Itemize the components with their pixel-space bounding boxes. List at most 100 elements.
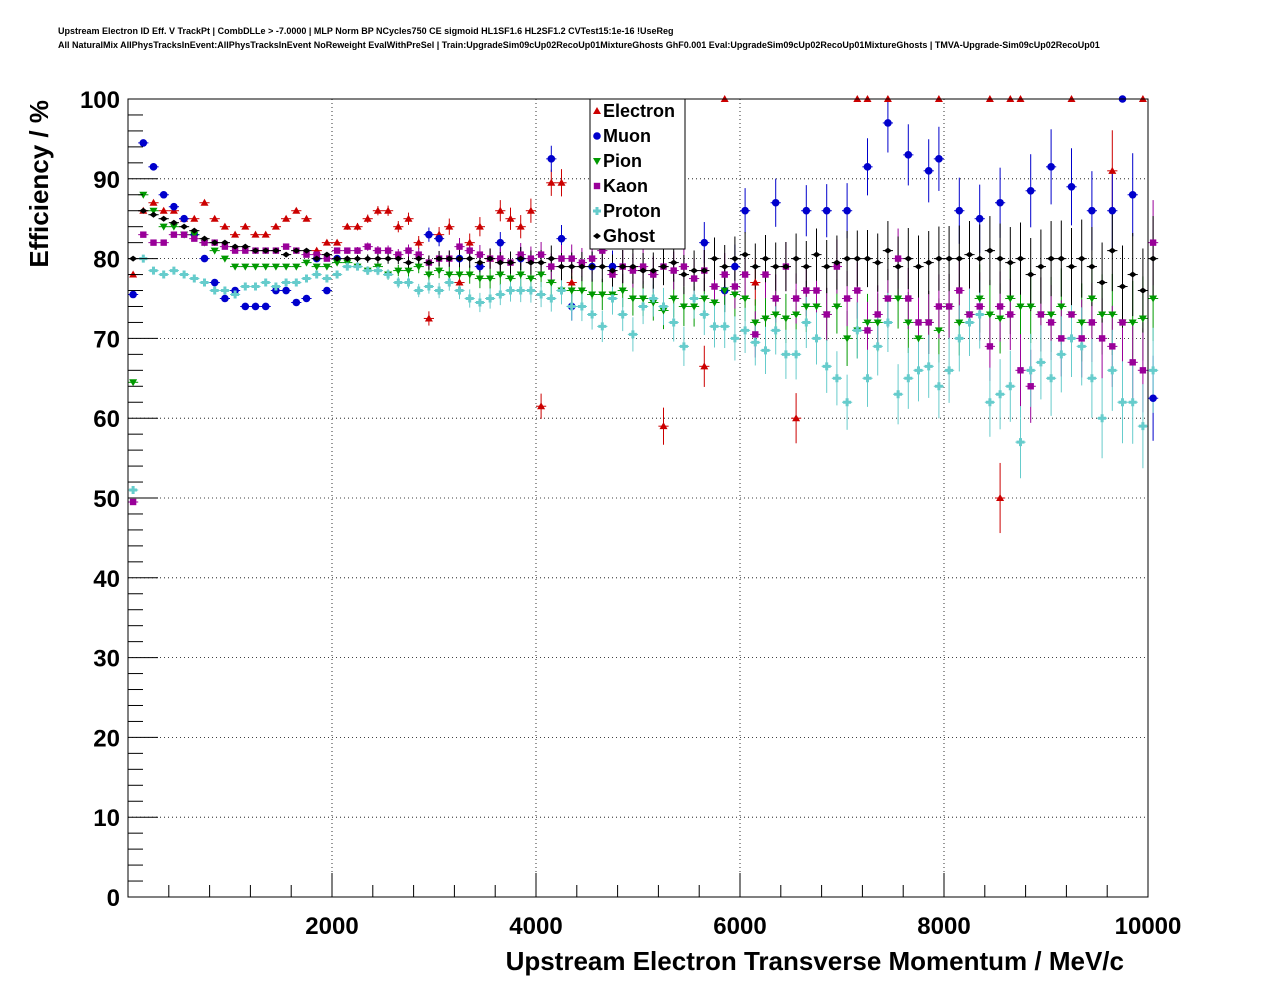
y-axis-title: Efficiency / % bbox=[24, 100, 54, 268]
electron-point bbox=[271, 222, 280, 230]
pion-point bbox=[1026, 303, 1035, 311]
ghost-point bbox=[547, 255, 556, 262]
kaon-point bbox=[945, 303, 953, 310]
electron-point bbox=[394, 222, 403, 230]
muon-point bbox=[547, 155, 556, 163]
proton-point bbox=[965, 318, 974, 327]
muon-point bbox=[159, 190, 168, 199]
ghost-point bbox=[934, 255, 943, 262]
ghost-point bbox=[271, 247, 280, 254]
ghost-point bbox=[955, 255, 964, 262]
y-tick-label: 100 bbox=[80, 87, 120, 114]
kaon-point bbox=[1098, 335, 1106, 342]
electron-point bbox=[282, 214, 291, 222]
proton-point bbox=[435, 286, 444, 295]
ghost-point bbox=[1036, 263, 1045, 270]
proton-point bbox=[945, 366, 954, 375]
proton-point bbox=[669, 318, 678, 327]
pion-point bbox=[1138, 315, 1147, 323]
pion-point bbox=[1098, 311, 1107, 319]
proton-point bbox=[781, 350, 790, 359]
pion-point bbox=[547, 279, 556, 287]
muon-point bbox=[435, 234, 443, 243]
y-tick-label: 50 bbox=[93, 486, 120, 513]
pion-point bbox=[700, 295, 709, 303]
pion-point bbox=[282, 263, 291, 271]
pion-point bbox=[588, 291, 597, 299]
proton-point bbox=[251, 282, 260, 291]
electron-point bbox=[220, 222, 229, 230]
electron-point bbox=[384, 206, 393, 214]
ghost-point bbox=[720, 263, 729, 270]
proton-point bbox=[588, 310, 597, 319]
ghost-point bbox=[985, 247, 994, 254]
kaon-point bbox=[466, 247, 473, 254]
proton-point bbox=[210, 286, 219, 295]
pion-point bbox=[190, 231, 199, 239]
ghost-point bbox=[751, 263, 760, 270]
proton-point bbox=[149, 266, 158, 275]
pion-point bbox=[475, 275, 484, 283]
proton-point bbox=[231, 290, 240, 299]
electron-point bbox=[302, 214, 311, 222]
proton-point bbox=[792, 350, 801, 359]
pion-point bbox=[1006, 295, 1015, 303]
ghost-point bbox=[883, 247, 892, 254]
pion-point bbox=[159, 223, 168, 231]
proton-point bbox=[618, 310, 627, 319]
plot-title-line-2: All NaturalMix AllPhysTracksInEvent:AllP… bbox=[58, 40, 1100, 50]
kaon-point bbox=[1119, 319, 1126, 326]
kaon-point bbox=[221, 243, 229, 250]
ghost-point bbox=[965, 251, 974, 258]
muon-point bbox=[251, 302, 260, 311]
pion-point bbox=[394, 267, 403, 275]
muon-point bbox=[139, 139, 148, 147]
pion-point bbox=[516, 271, 525, 279]
ghost-point bbox=[333, 255, 342, 262]
electron-point bbox=[526, 206, 535, 214]
y-tick-label: 90 bbox=[93, 167, 120, 194]
pion-point bbox=[302, 259, 311, 267]
pion-point bbox=[486, 275, 495, 283]
legend-marker-proton bbox=[593, 207, 601, 215]
kaon-point bbox=[599, 247, 606, 254]
proton-point bbox=[190, 274, 199, 283]
proton-point bbox=[720, 322, 729, 331]
ghost-point bbox=[679, 271, 688, 278]
proton-point bbox=[261, 278, 270, 287]
electron-point bbox=[190, 214, 199, 222]
kaon-point bbox=[894, 255, 902, 262]
proton-point bbox=[741, 326, 750, 335]
kaon-point bbox=[588, 255, 596, 262]
ghost-point bbox=[322, 251, 331, 258]
proton-point bbox=[853, 326, 862, 335]
kaon-point bbox=[670, 267, 677, 274]
legend: Electron Muon Pion Kaon Proton Ghost bbox=[589, 98, 686, 250]
legend-label-muon: Muon bbox=[603, 126, 651, 146]
kaon-point bbox=[823, 311, 830, 318]
proton-point bbox=[1006, 382, 1015, 391]
kaon-point bbox=[650, 271, 657, 278]
proton-point bbox=[894, 390, 903, 399]
kaon-point bbox=[915, 319, 922, 326]
muon-point bbox=[496, 238, 505, 247]
ghost-point bbox=[1026, 271, 1035, 278]
pion-point bbox=[996, 315, 1005, 323]
pion-point bbox=[955, 319, 964, 327]
legend-label-ghost: Ghost bbox=[603, 226, 655, 246]
pion-point bbox=[1108, 311, 1117, 319]
muon-point bbox=[261, 302, 270, 311]
y-tick-label: 70 bbox=[93, 326, 120, 353]
muon-point bbox=[843, 206, 851, 215]
proton-point bbox=[312, 270, 321, 279]
ghost-point bbox=[924, 259, 933, 266]
kaon-point bbox=[354, 247, 361, 254]
ghost-point bbox=[904, 255, 913, 262]
proton-point bbox=[924, 362, 933, 371]
proton-point bbox=[822, 362, 831, 371]
ghost-point bbox=[496, 259, 505, 266]
pion-point bbox=[904, 319, 913, 327]
ghost-point bbox=[700, 267, 709, 274]
electron-point bbox=[373, 206, 382, 214]
kaon-point bbox=[864, 327, 871, 334]
